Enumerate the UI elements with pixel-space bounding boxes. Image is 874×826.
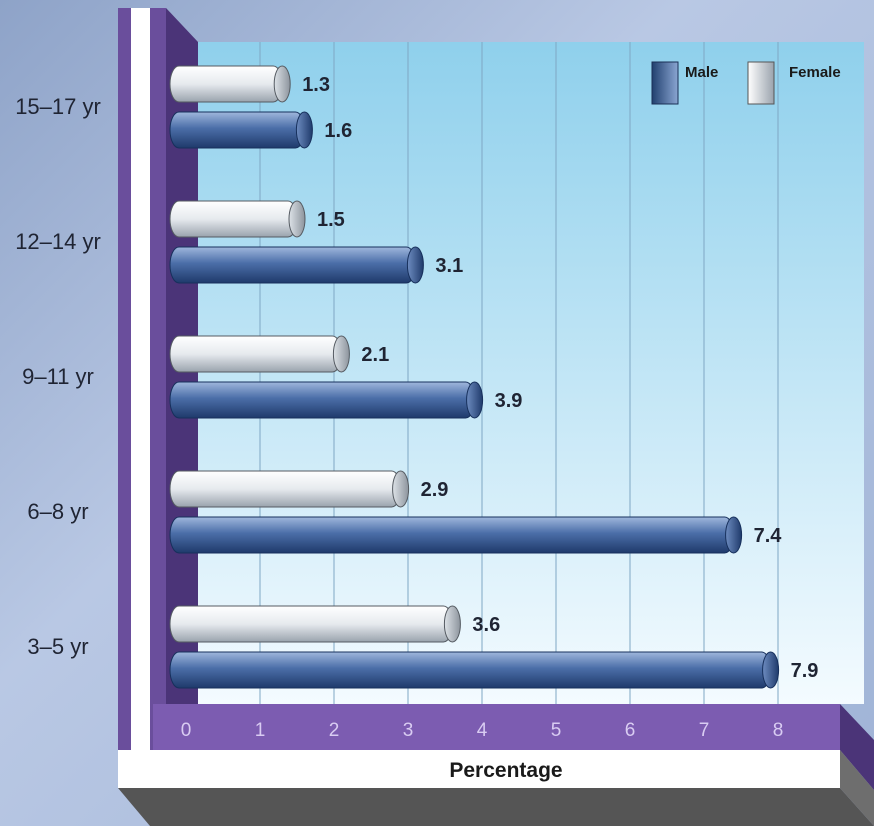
x-tick-label: 1 — [255, 720, 266, 741]
x-tick-label: 3 — [403, 720, 414, 741]
x-tick-label: 6 — [625, 720, 636, 741]
frame-bottom-face — [118, 788, 874, 826]
x-axis-title: Percentage — [449, 759, 562, 782]
frame-left-highlight — [131, 8, 150, 760]
frame-floor-top — [153, 704, 840, 750]
bar-female — [169, 200, 298, 238]
bar-cap-male — [466, 381, 484, 419]
legend: Male Female — [651, 61, 841, 105]
bar-cap-male — [762, 651, 780, 689]
bar-cap-female — [443, 605, 461, 643]
x-tick-label: 2 — [329, 720, 340, 741]
data-label: 3.1 — [435, 255, 463, 277]
bar-female — [169, 470, 402, 508]
x-tick-label: 0 — [181, 720, 192, 741]
category-label: 12–14 yr — [15, 229, 101, 254]
legend-label-male: Male — [685, 64, 718, 81]
category-labels: 15–17 yr 12–14 yr 9–11 yr 6–8 yr 3–5 yr — [15, 94, 101, 659]
category-label: 3–5 yr — [27, 634, 88, 659]
plot-area — [198, 42, 864, 704]
data-label: 2.9 — [421, 479, 449, 501]
bar-male — [169, 246, 416, 284]
bar-female — [169, 335, 342, 373]
category-label: 6–8 yr — [27, 499, 88, 524]
legend-label-female: Female — [789, 64, 841, 81]
frame-bottom-side — [840, 750, 874, 826]
legend-swatch-male — [651, 61, 679, 105]
frame-floor-side — [840, 704, 874, 790]
x-tick-labels: 0 1 2 3 4 5 6 7 8 — [181, 720, 784, 741]
legend-swatch-female — [747, 61, 775, 105]
data-label: 1.3 — [302, 74, 330, 96]
value-labels: 1.3 1.6 1.5 3.1 2.1 3.9 2.9 7.4 3.6 7.9 — [302, 74, 818, 682]
x-tick-label: 4 — [477, 720, 488, 741]
bar-male — [169, 381, 476, 419]
axis-title-band — [118, 750, 840, 788]
bar-cap-male — [406, 246, 424, 284]
bar-cap-male — [295, 111, 313, 149]
bar-male — [169, 516, 735, 554]
category-label: 15–17 yr — [15, 94, 101, 119]
data-label: 1.6 — [324, 120, 352, 142]
x-tick-label: 8 — [773, 720, 784, 741]
data-label: 3.9 — [495, 390, 523, 412]
data-label: 7.4 — [754, 525, 783, 547]
gridlines — [259, 42, 779, 704]
bar-female — [169, 605, 453, 643]
data-label: 1.5 — [317, 209, 345, 231]
data-label: 7.9 — [791, 660, 819, 682]
x-tick-label: 5 — [551, 720, 562, 741]
bar-cap-female — [273, 65, 291, 103]
bar-male — [169, 651, 772, 689]
bars — [169, 65, 780, 689]
data-label: 2.1 — [361, 344, 389, 366]
bar-cap-female — [332, 335, 350, 373]
bar-cap-male — [725, 516, 743, 554]
bar-cap-female — [392, 470, 410, 508]
data-label: 3.6 — [472, 614, 500, 636]
category-label: 9–11 yr — [22, 364, 94, 389]
bar-male — [169, 111, 305, 149]
x-tick-label: 7 — [699, 720, 710, 741]
bar-cap-female — [288, 200, 306, 238]
bar-female — [169, 65, 283, 103]
